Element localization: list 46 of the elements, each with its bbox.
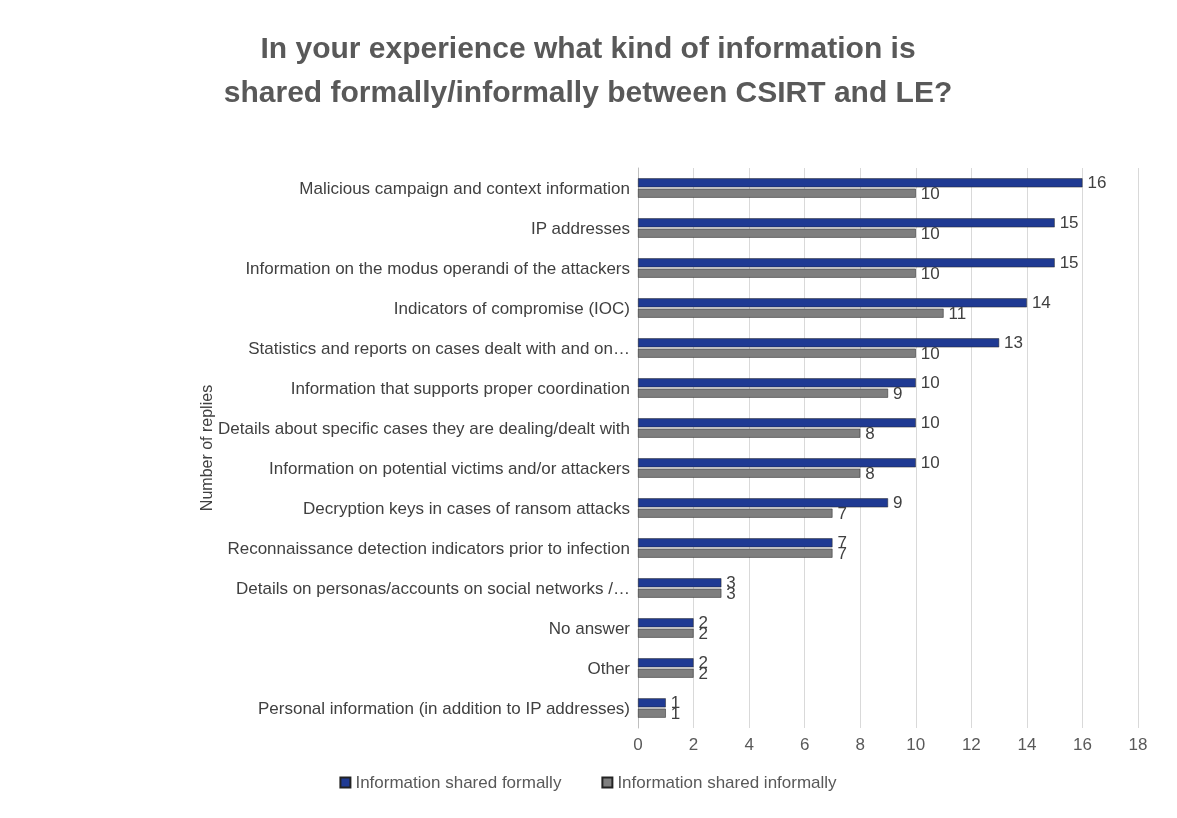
legend-label: Information shared formally xyxy=(355,773,562,792)
x-tick-label: 6 xyxy=(799,735,810,754)
y-tick-label: Information that supports proper coordination xyxy=(290,378,630,398)
y-tick-label: Details about specific cases they are dealing/dealt with xyxy=(217,418,630,438)
data-label: 7 xyxy=(837,503,847,523)
x-tick-label: 0 xyxy=(633,735,643,754)
x-tick-label: 8 xyxy=(855,735,865,754)
legend-label: Information shared informally xyxy=(617,773,838,792)
data-label: 13 xyxy=(1004,333,1024,353)
data-label: 16 xyxy=(1087,173,1107,193)
y-tick-label: Other xyxy=(587,658,631,678)
data-label: 10 xyxy=(920,373,940,393)
y-tick-label: Malicious campaign and context information xyxy=(299,178,630,198)
data-label: 11 xyxy=(948,303,967,323)
y-tick-label: Details on personas/accounts on social networks /… xyxy=(235,578,630,598)
data-label: 14 xyxy=(1031,293,1051,313)
y-tick-label: Information on the modus operandi of the attackers xyxy=(245,258,630,278)
x-tick-label: 14 xyxy=(1017,735,1037,754)
data-label: 10 xyxy=(920,413,940,433)
y-tick-label: Reconnaissance detection indicators prior to infection xyxy=(227,538,630,558)
data-label: 10 xyxy=(920,263,940,283)
data-label: 10 xyxy=(920,183,940,203)
data-label: 9 xyxy=(893,383,903,403)
data-label: 15 xyxy=(1059,213,1079,233)
y-tick-label: Information on potential victims and/or attackers xyxy=(269,458,630,478)
x-tick-label: 2 xyxy=(688,735,699,754)
x-tick-label: 12 xyxy=(961,735,981,754)
y-axis-title: Number of replies xyxy=(197,384,215,512)
data-label: 15 xyxy=(1059,253,1079,273)
y-tick-label: Personal information (in addition to IP addresses) xyxy=(258,698,630,718)
data-label: 10 xyxy=(920,453,940,473)
y-tick-label: Indicators of compromise (IOC) xyxy=(393,298,630,318)
chart-title: In your experience what kind of information is shared formally/informally between CSIRT and LE? xyxy=(223,30,953,108)
x-tick-label: 16 xyxy=(1072,735,1092,754)
y-tick-label: No answer xyxy=(548,618,631,638)
x-tick-label: 10 xyxy=(906,735,926,754)
data-label: 8 xyxy=(865,463,875,483)
data-label: 8 xyxy=(865,423,875,443)
y-tick-label: Decryption keys in cases of ransom attacks xyxy=(303,498,630,518)
x-tick-label: 4 xyxy=(744,735,754,754)
data-label: 10 xyxy=(920,343,940,363)
y-tick-label: IP addresses xyxy=(531,218,630,238)
data-label: 9 xyxy=(893,493,903,513)
x-tick-label: 18 xyxy=(1128,735,1148,754)
data-label: 10 xyxy=(920,223,940,243)
y-tick-label: Statistics and reports on cases dealt with and on… xyxy=(248,338,630,358)
